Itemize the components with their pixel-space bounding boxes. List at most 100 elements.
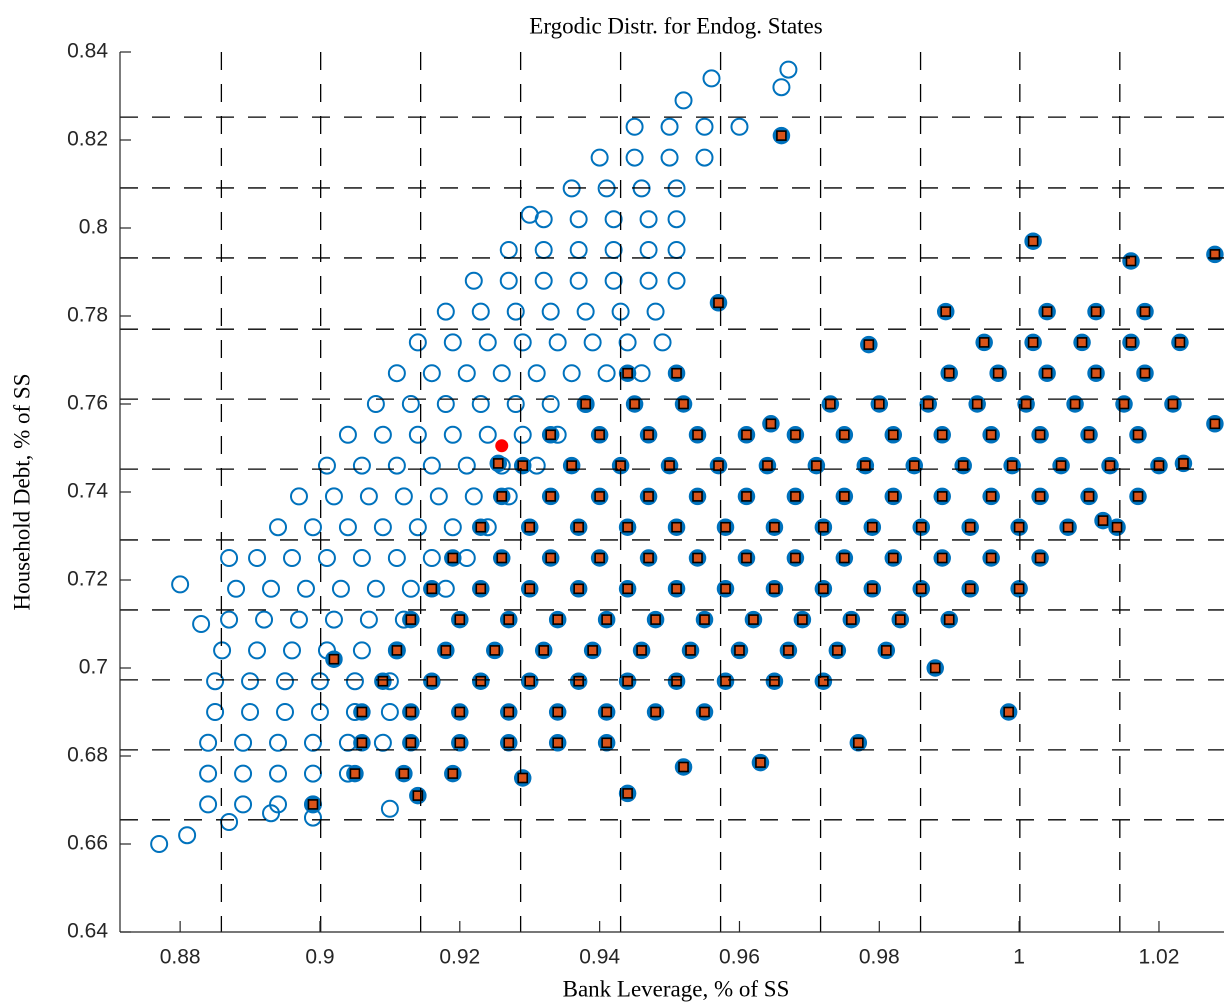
- point: [402, 610, 420, 629]
- point-square: [1034, 429, 1046, 441]
- point-square: [811, 460, 822, 471]
- point: [541, 549, 560, 567]
- x-axis-label: Bank Leverage, % of SS: [563, 976, 790, 1001]
- point: [534, 641, 553, 660]
- point-square: [1153, 460, 1165, 471]
- point: [437, 641, 455, 660]
- point: [541, 302, 560, 321]
- point: [282, 549, 301, 567]
- point-square: [587, 645, 598, 656]
- point-square: [650, 614, 661, 625]
- point-square: [874, 398, 885, 410]
- point: [241, 703, 260, 721]
- point: [1122, 252, 1140, 270]
- point: [262, 579, 281, 598]
- point: [359, 610, 378, 629]
- point-square: [860, 460, 871, 471]
- point: [464, 271, 483, 290]
- point-square: [573, 583, 584, 595]
- point: [303, 518, 322, 537]
- point: [199, 795, 218, 814]
- point-square: [594, 429, 605, 441]
- point: [457, 456, 476, 475]
- point: [814, 580, 833, 598]
- point: [373, 518, 392, 537]
- point: [422, 364, 441, 383]
- point: [548, 734, 567, 752]
- point: [877, 641, 896, 660]
- point: [758, 456, 777, 475]
- point-square: [1132, 491, 1144, 502]
- point-square: [454, 614, 466, 625]
- point-square: [692, 429, 703, 441]
- point: [863, 518, 882, 536]
- point: [1017, 395, 1035, 413]
- point-square: [349, 768, 361, 779]
- point: [569, 210, 588, 229]
- point: [597, 703, 616, 721]
- point-square: [964, 583, 976, 595]
- point: [296, 579, 315, 598]
- point: [304, 795, 322, 814]
- point: [884, 487, 903, 506]
- point: [1129, 426, 1147, 444]
- point: [618, 672, 637, 690]
- point: [387, 364, 406, 383]
- point-square: [936, 491, 948, 502]
- y-tick-label: 0.74: [67, 480, 108, 503]
- point-square: [566, 460, 577, 471]
- point-square: [545, 491, 556, 502]
- y-tick-label: 0.82: [67, 128, 108, 151]
- point: [576, 395, 595, 413]
- point: [597, 734, 616, 752]
- point: [506, 395, 525, 413]
- point: [625, 148, 644, 167]
- point-square: [440, 645, 452, 656]
- point: [234, 764, 253, 783]
- point-square: [929, 662, 941, 674]
- point: [667, 241, 686, 259]
- point: [1136, 364, 1154, 382]
- point-square: [783, 645, 794, 656]
- point: [695, 610, 714, 629]
- point: [639, 549, 658, 567]
- point: [842, 610, 861, 629]
- point: [220, 610, 239, 629]
- point: [933, 549, 951, 567]
- point-square: [825, 398, 836, 410]
- point: [618, 784, 637, 803]
- point-square: [692, 491, 703, 502]
- point-square: [1167, 398, 1179, 410]
- point: [408, 518, 427, 537]
- point: [324, 610, 343, 629]
- point: [737, 487, 756, 506]
- point-square: [398, 768, 410, 779]
- point-square: [734, 645, 745, 656]
- point: [814, 518, 833, 536]
- point: [220, 549, 239, 567]
- point: [471, 302, 490, 321]
- point: [443, 333, 462, 352]
- point-square: [971, 398, 983, 410]
- point: [387, 549, 406, 567]
- point: [653, 333, 672, 352]
- point-square: [943, 614, 955, 625]
- point: [443, 518, 462, 537]
- point: [1080, 426, 1098, 444]
- point: [639, 271, 658, 290]
- point: [199, 764, 218, 783]
- point-square: [839, 552, 850, 564]
- point: [248, 641, 267, 660]
- y-tick-label: 0.76: [67, 392, 108, 415]
- point: [975, 333, 993, 352]
- point-square: [503, 737, 515, 749]
- point-square: [748, 614, 759, 625]
- point-square: [475, 675, 487, 687]
- point: [472, 672, 490, 690]
- point-square: [496, 491, 508, 502]
- point: [499, 241, 518, 259]
- point: [569, 241, 588, 259]
- point-square: [992, 367, 1004, 379]
- point-square: [1062, 521, 1074, 533]
- point: [828, 641, 847, 660]
